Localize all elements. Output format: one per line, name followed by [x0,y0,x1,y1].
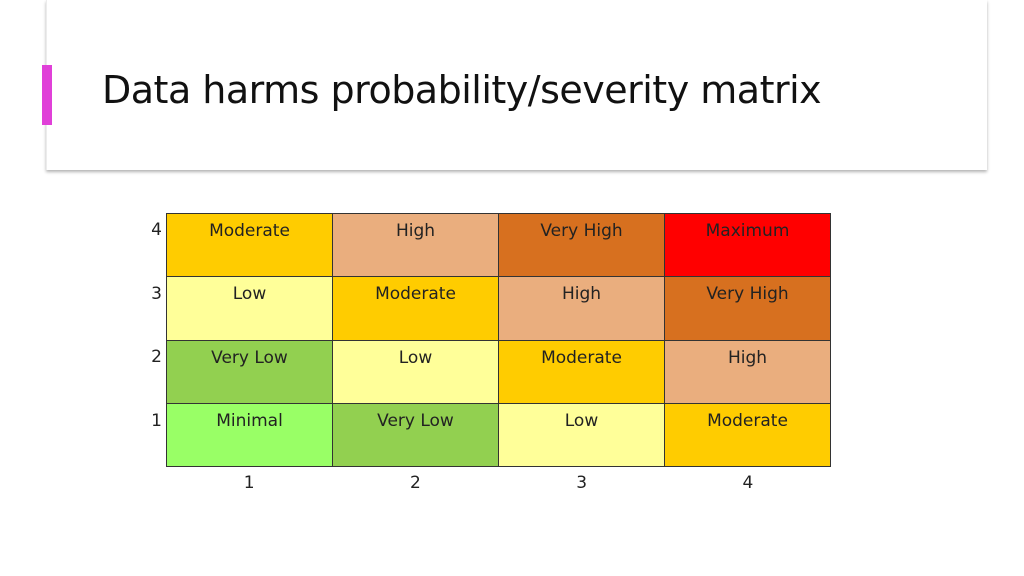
matrix-cell: Minimal [167,403,333,467]
risk-matrix: Moderate High Very High Maximum Low Mode… [166,213,831,467]
matrix-cell: Moderate [665,403,831,467]
x-axis-labels: 1 2 3 4 [166,473,831,493]
x-axis-label: 2 [409,473,421,493]
matrix-cell: Very High [499,214,665,278]
x-axis-label: 1 [243,473,255,493]
matrix-cell: High [333,214,499,278]
y-axis-label: 2 [151,347,162,367]
matrix-cell: Very Low [333,403,499,467]
y-axis-labels: 4 3 2 1 [140,213,162,467]
y-axis-label: 3 [151,283,162,304]
matrix-cell: Very Low [167,340,333,404]
title-card [46,0,987,170]
matrix-cell: Moderate [499,340,665,404]
x-axis-label: 4 [742,473,754,493]
matrix-cell: Low [333,340,499,404]
matrix-cell: High [665,340,831,404]
matrix-cell: Low [499,403,665,467]
matrix-cell: Low [167,277,333,341]
matrix-cell: Very High [665,277,831,341]
matrix-cell: High [499,277,665,341]
y-axis-label: 1 [151,410,162,431]
slide-title: Data harms probability/severity matrix [102,68,822,112]
matrix-cell: Moderate [167,214,333,278]
title-accent-bar [42,65,52,125]
matrix-cell: Maximum [665,214,831,278]
x-axis-label: 3 [576,473,588,493]
y-axis-label: 4 [151,220,162,240]
matrix-cell: Moderate [333,277,499,341]
